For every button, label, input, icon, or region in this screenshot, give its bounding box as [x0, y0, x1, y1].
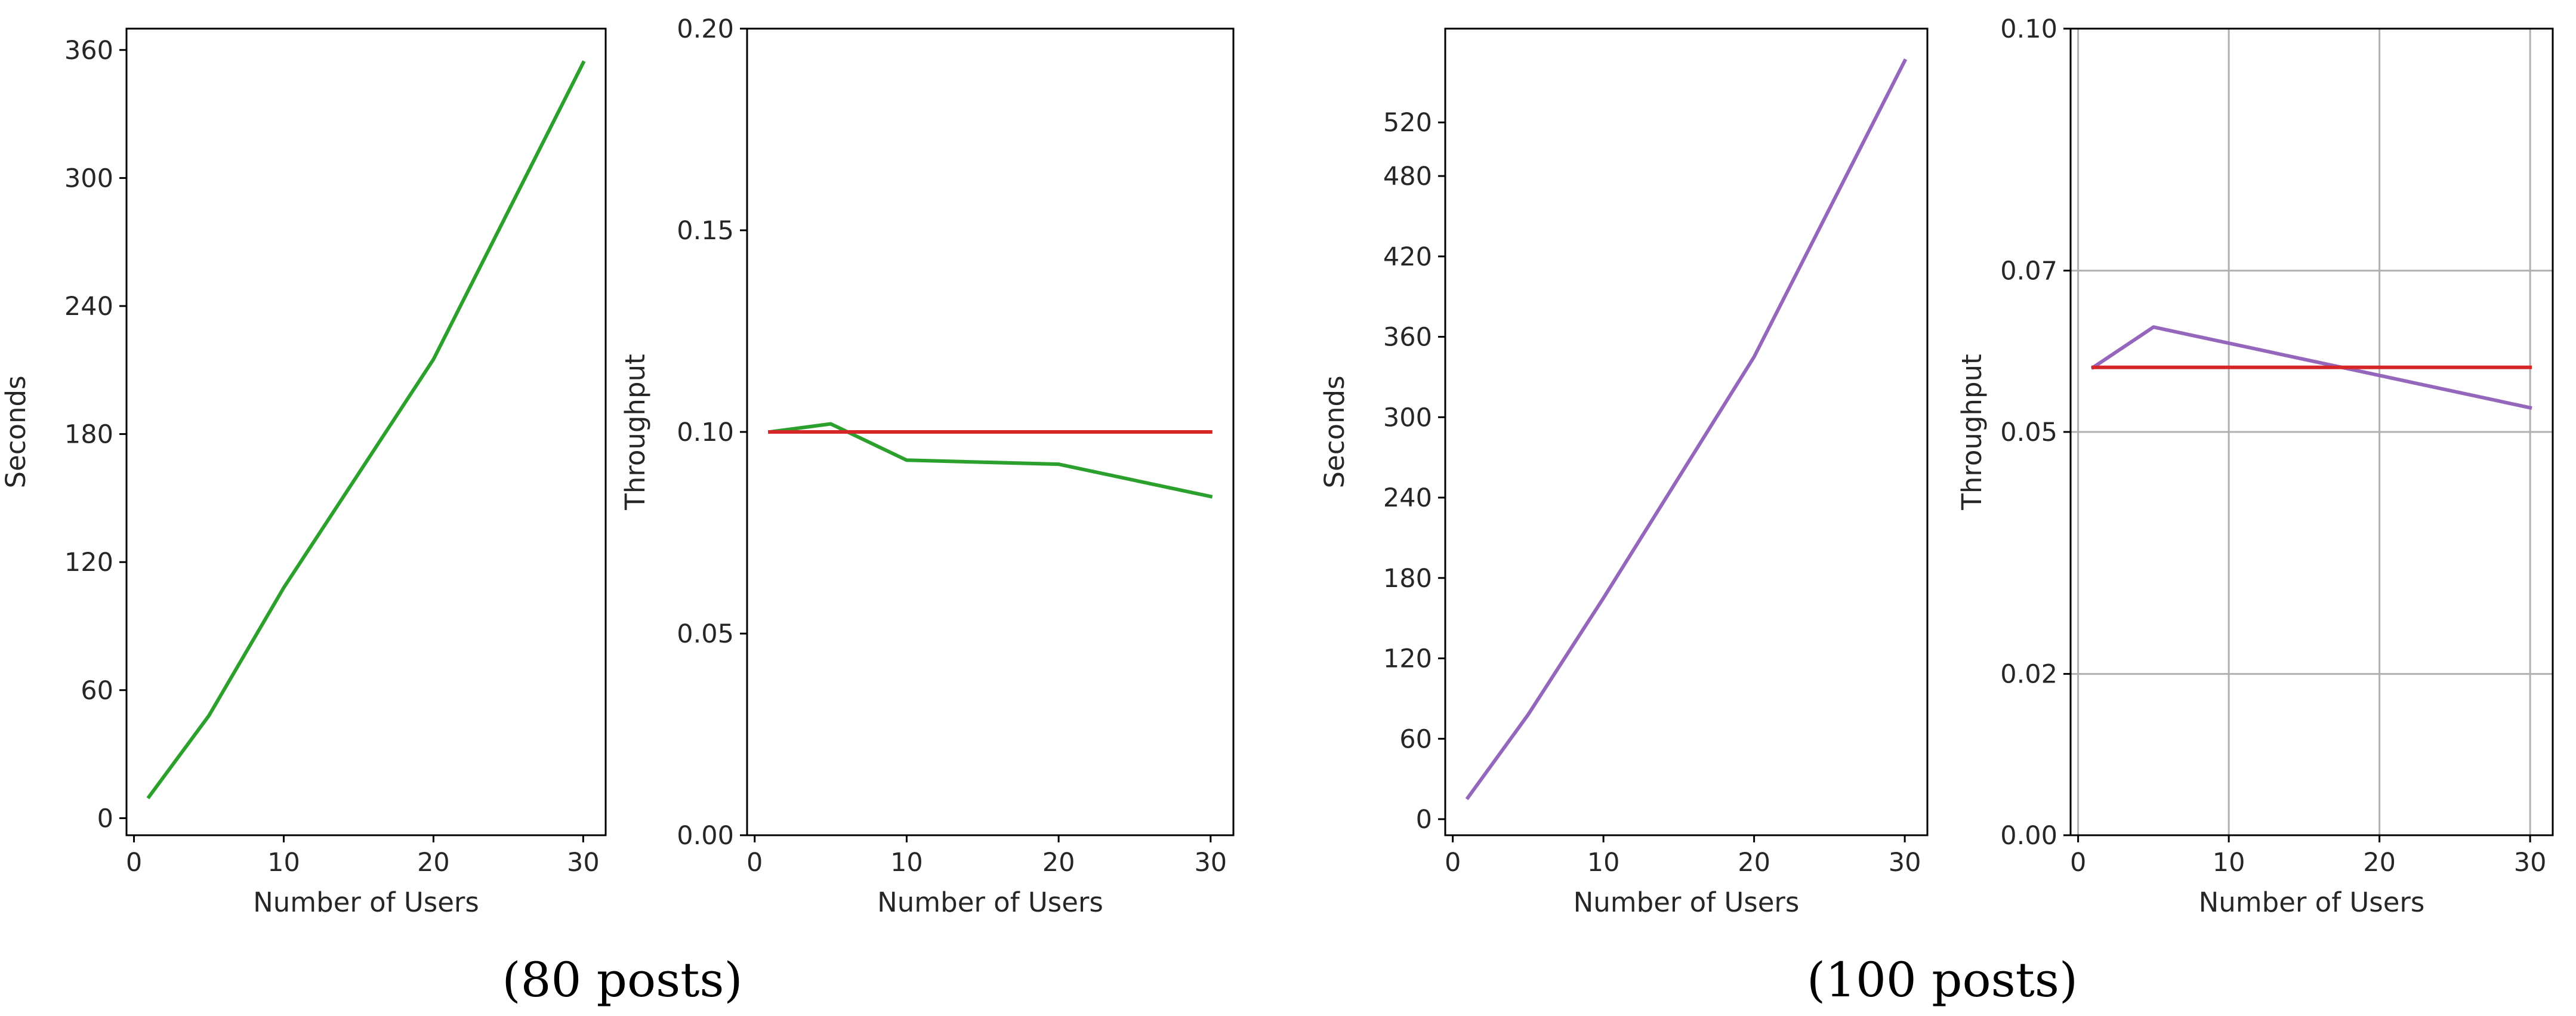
x-tick-label-2: 20	[1042, 848, 1075, 878]
y-axis-label: Throughput	[1956, 354, 1988, 510]
y-axis-label: Seconds	[1319, 375, 1350, 488]
y-tick-label-5: 300	[64, 163, 113, 193]
y-axis-label: Seconds	[0, 375, 32, 488]
y-tick-label-3: 0.15	[677, 216, 734, 246]
x-tick-label-2: 20	[2363, 848, 2396, 878]
y-tick-label-4: 0.20	[677, 14, 734, 44]
caption-80-posts: (80 posts)	[502, 952, 742, 1008]
x-axis-label: Number of Users	[877, 887, 1103, 918]
x-tick-label-1: 10	[2213, 848, 2245, 878]
y-tick-label-3: 0.07	[2000, 257, 2057, 286]
y-tick-label-3: 180	[64, 420, 113, 450]
y-tick-label-0: 0	[97, 804, 113, 833]
x-tick-label-0: 0	[2070, 848, 2086, 878]
y-axis-label: Throughput	[619, 354, 651, 510]
y-tick-label-4: 240	[1383, 483, 1432, 513]
y-tick-label-7: 420	[1383, 242, 1432, 272]
y-tick-label-1: 60	[81, 676, 113, 706]
axes-frame	[1444, 27, 1929, 836]
y-tick-label-4: 240	[64, 292, 113, 322]
chart-4-throughput-100-posts: 0 10 20 30 0.00 0.02 0.05 0.07 0.10 Number of Use…	[1956, 14, 2554, 918]
series-line-0	[146, 60, 586, 799]
x-axis-label: Number of Users	[253, 887, 479, 918]
y-tick-label-0: 0.00	[677, 821, 734, 851]
y-tick-label-5: 300	[1383, 403, 1432, 433]
x-tick-label-3: 30	[2514, 848, 2547, 878]
x-tick-label-2: 20	[1738, 848, 1770, 878]
y-tick-label-4: 0.10	[2000, 14, 2057, 44]
x-tick-label-1: 10	[890, 848, 923, 878]
y-tick-label-2: 120	[64, 548, 113, 578]
axes-frame	[125, 27, 607, 836]
series-line-0	[767, 422, 1213, 499]
x-tick-label-3: 30	[1889, 848, 1921, 878]
y-tick-label-0: 0	[1416, 805, 1432, 835]
chart-2-throughput-80-posts: 0 10 20 30 0.00 0.05 0.10 0.15 0.20 Number of Use…	[619, 14, 1235, 918]
y-tick-label-6: 360	[1383, 323, 1432, 353]
x-tick-label-0: 0	[746, 848, 763, 878]
x-tick-label-3: 30	[567, 848, 600, 878]
y-tick-label-1: 0.02	[2000, 660, 2057, 690]
x-tick-label-0: 0	[126, 848, 142, 878]
x-tick-label-3: 30	[1194, 848, 1227, 878]
x-tick-label-0: 0	[1445, 848, 1461, 878]
x-tick-label-1: 10	[267, 848, 300, 878]
y-tick-label-2: 0.05	[2000, 418, 2057, 447]
x-tick-label-1: 10	[1587, 848, 1620, 878]
series-line-0	[1465, 58, 1908, 801]
y-tick-label-2: 120	[1383, 644, 1432, 674]
y-tick-label-8: 480	[1383, 162, 1432, 192]
y-tick-label-1: 0.05	[677, 619, 734, 649]
chart-3-seconds-100-posts: 0 10 20 30060120180240300360420480520Number…	[1319, 27, 1929, 918]
x-axis-label: Number of Users	[2199, 887, 2425, 918]
y-tick-label-0: 0.00	[2000, 821, 2057, 851]
x-axis-label: Number of Users	[1574, 887, 1800, 918]
series-line-0	[2090, 325, 2532, 410]
y-tick-label-6: 360	[64, 36, 113, 66]
caption-100-posts: (100 posts)	[1807, 952, 2078, 1008]
x-tick-label-2: 20	[417, 848, 450, 878]
y-tick-label-2: 0.10	[677, 418, 734, 447]
y-tick-label-9: 520	[1383, 108, 1432, 138]
y-tick-label-3: 180	[1383, 564, 1432, 594]
y-tick-label-1: 60	[1399, 724, 1432, 754]
